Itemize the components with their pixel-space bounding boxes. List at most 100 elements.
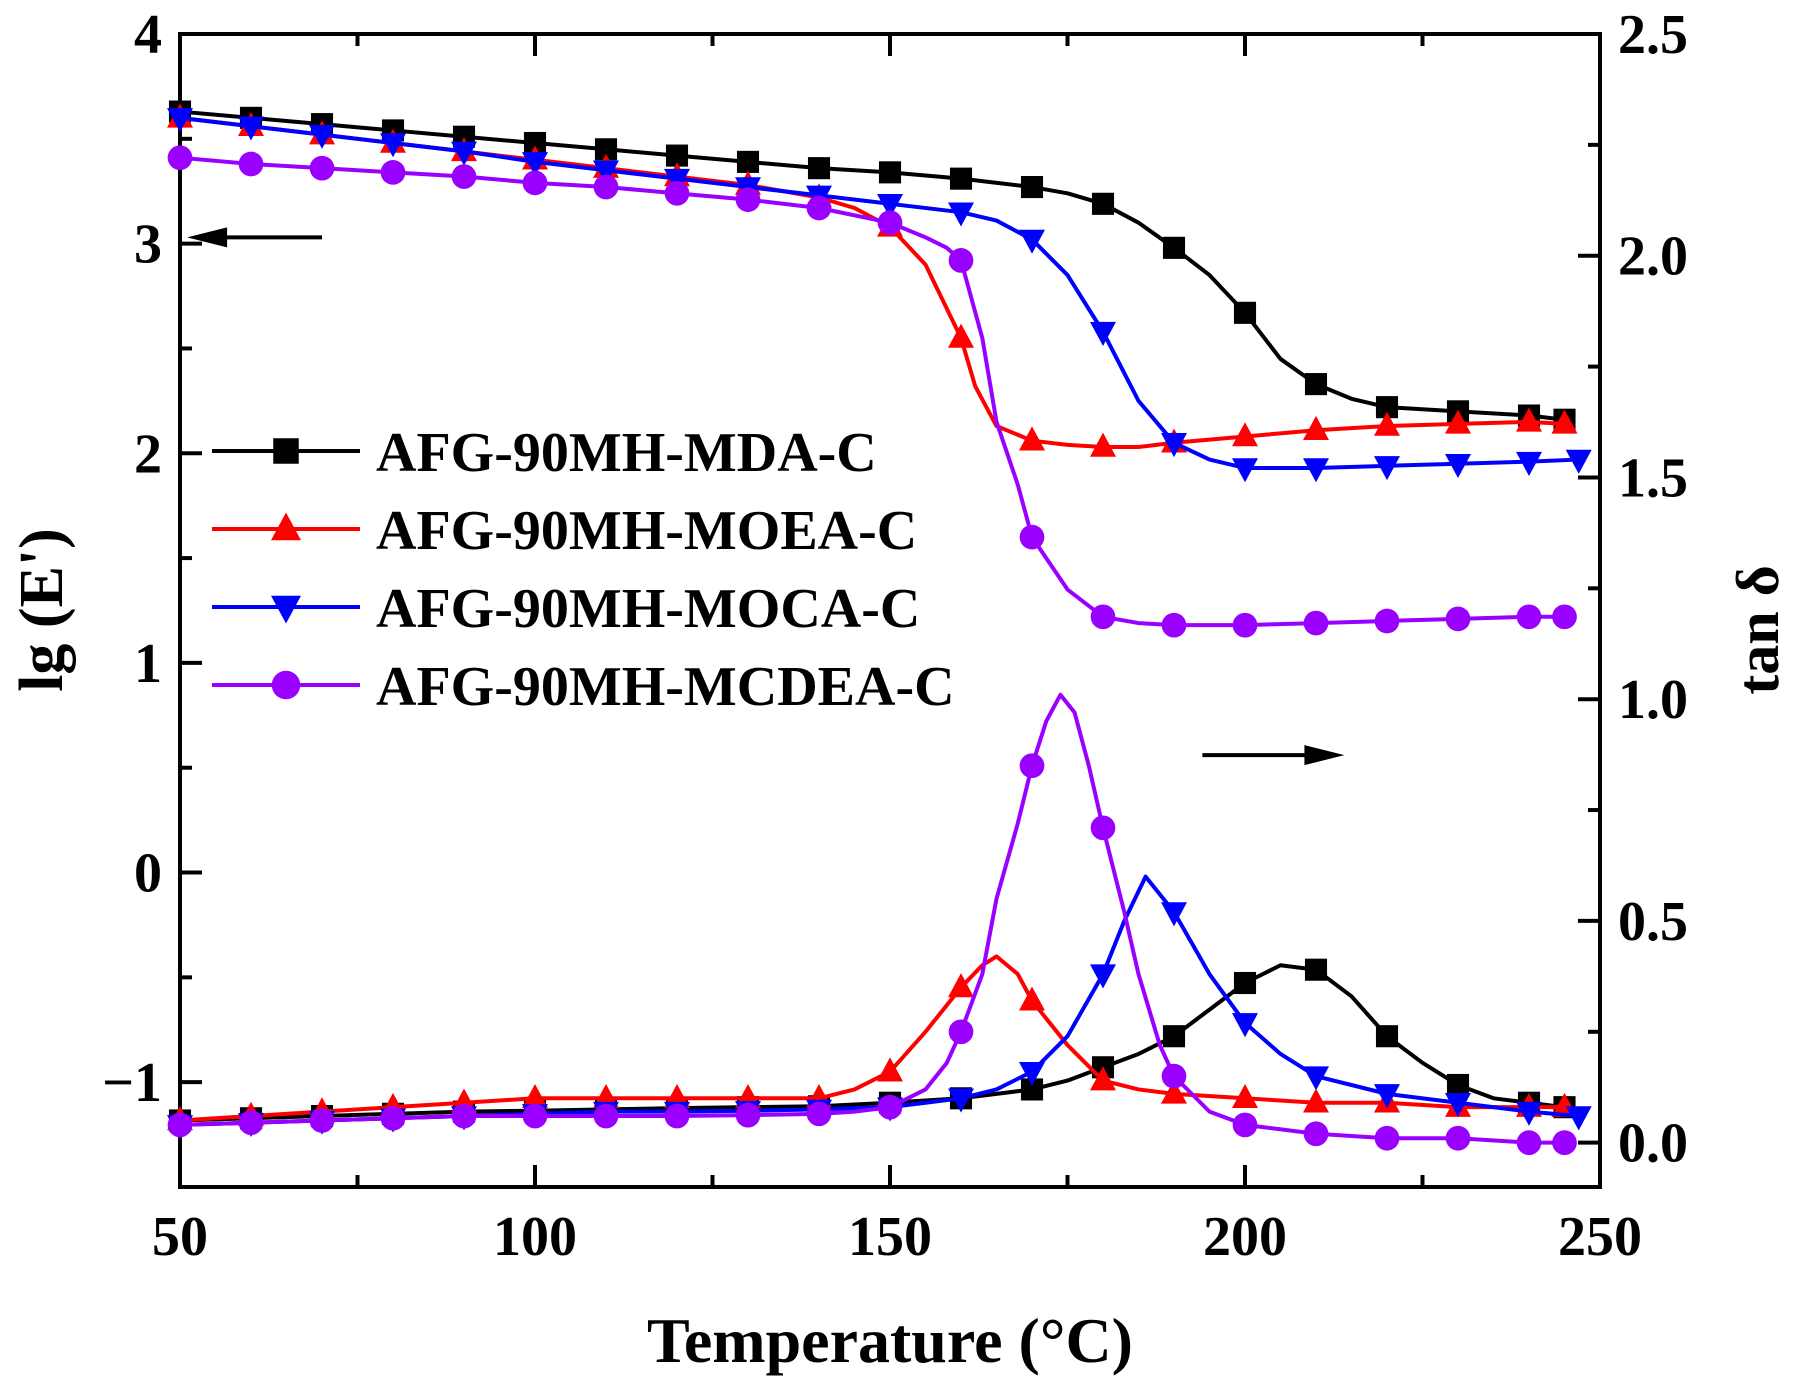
series-line [179, 963, 1565, 1123]
data-point [877, 1094, 903, 1120]
data-point [1019, 229, 1045, 254]
data-point [1232, 458, 1258, 483]
data-point [1374, 1125, 1400, 1151]
data-point [1161, 902, 1187, 927]
data-point [948, 323, 974, 348]
series-line [179, 874, 1579, 1127]
data-point [167, 1112, 193, 1138]
series-afg-90mh-moca-c-right [167, 874, 1592, 1140]
data-point [664, 1103, 690, 1129]
data-point [807, 157, 831, 180]
data-point [877, 210, 903, 236]
data-point [1161, 1079, 1187, 1104]
data-point [522, 152, 548, 177]
arrow-left-icon [187, 227, 322, 248]
data-point [736, 150, 760, 173]
data-point [1445, 1092, 1471, 1118]
data-point [1565, 1106, 1592, 1131]
series-line [179, 692, 1565, 1145]
y-left-tick-label: 0 [134, 843, 162, 905]
data-point [1019, 524, 1045, 550]
legend-marker [271, 595, 301, 624]
data-point [1304, 958, 1328, 981]
data-point [806, 195, 832, 221]
data-point [1374, 608, 1400, 634]
data-point [1091, 192, 1115, 215]
data-point [1019, 986, 1045, 1011]
data-point [1445, 1125, 1471, 1151]
series-line [179, 155, 1565, 628]
data-point [1233, 971, 1257, 995]
data-point [948, 973, 974, 998]
data-point [523, 131, 547, 155]
legend-label: AFG-90MH-MOCA-C [376, 578, 920, 640]
y-left-axis-label: lg (E') [8, 528, 76, 692]
data-point [1374, 456, 1400, 481]
data-point [665, 144, 689, 167]
arrow-annotations [187, 227, 1345, 766]
data-point [1516, 451, 1542, 476]
data-point [1516, 604, 1542, 630]
data-point [1552, 604, 1577, 630]
data-point [948, 1019, 974, 1045]
tick-marks [178, 32, 1602, 1189]
data-point [664, 168, 690, 193]
series-line [179, 109, 1565, 422]
data-point [1303, 1066, 1329, 1091]
data-point [1303, 1121, 1329, 1147]
data-point [594, 138, 618, 161]
data-point [1516, 1130, 1542, 1156]
x-tick-labels: 50 100 150 200 250 [152, 1206, 1642, 1268]
data-point [309, 1108, 335, 1133]
data-point [1551, 409, 1578, 434]
data-point [1232, 1084, 1258, 1109]
x-tick-label: 100 [493, 1206, 577, 1268]
data-point [878, 161, 902, 184]
data-point [1161, 612, 1187, 638]
data-point [1445, 454, 1471, 479]
y-right-tick-label: 1.0 [1618, 669, 1688, 731]
x-tick-label: 50 [152, 1206, 208, 1268]
data-point [451, 164, 477, 189]
data-point [877, 194, 903, 219]
data-point [1090, 321, 1116, 346]
data-point [1161, 1063, 1187, 1089]
y-left-tick-label: 2 [134, 423, 162, 485]
y-left-tick-label: 1 [134, 633, 162, 695]
data-point [1232, 422, 1258, 447]
x-axis-label: Temperature (°C) [647, 1305, 1133, 1376]
data-point [167, 108, 193, 133]
legend-label: AFG-90MH-MCDEA-C [376, 656, 955, 718]
data-point [1162, 1025, 1186, 1048]
data-point [522, 1084, 548, 1109]
y-right-tick-label: 1.5 [1618, 447, 1688, 509]
legend-entry: AFG-90MH-MCDEA-C [212, 656, 955, 718]
data-point [1090, 964, 1116, 989]
y-right-tick-label: 2.0 [1618, 226, 1688, 288]
y-right-tick-label: 2.5 [1618, 4, 1688, 66]
data-point [1019, 1061, 1045, 1086]
data-point [1090, 604, 1116, 630]
legend-entry: AFG-90MH-MDA-C [212, 422, 877, 484]
data-point [1552, 1130, 1577, 1156]
data-point [948, 1088, 974, 1113]
data-point [948, 202, 974, 227]
data-point [451, 141, 477, 166]
data-point [1303, 415, 1329, 440]
data-point [1019, 753, 1045, 779]
x-tick-label: 250 [1558, 1206, 1642, 1268]
data-point [1020, 1078, 1044, 1101]
legend-marker [271, 512, 301, 541]
data-point [1565, 449, 1592, 474]
y-left-tick-label: 4 [134, 4, 162, 66]
data-point [1516, 1101, 1542, 1126]
x-tick-label: 200 [1203, 1206, 1287, 1268]
plot-area [167, 32, 1602, 1189]
data-point [238, 116, 264, 141]
data-point [1090, 815, 1116, 841]
data-point [1233, 301, 1257, 324]
data-point [949, 167, 973, 190]
data-point [1445, 606, 1471, 632]
data-point [593, 160, 619, 185]
data-point [309, 155, 335, 181]
